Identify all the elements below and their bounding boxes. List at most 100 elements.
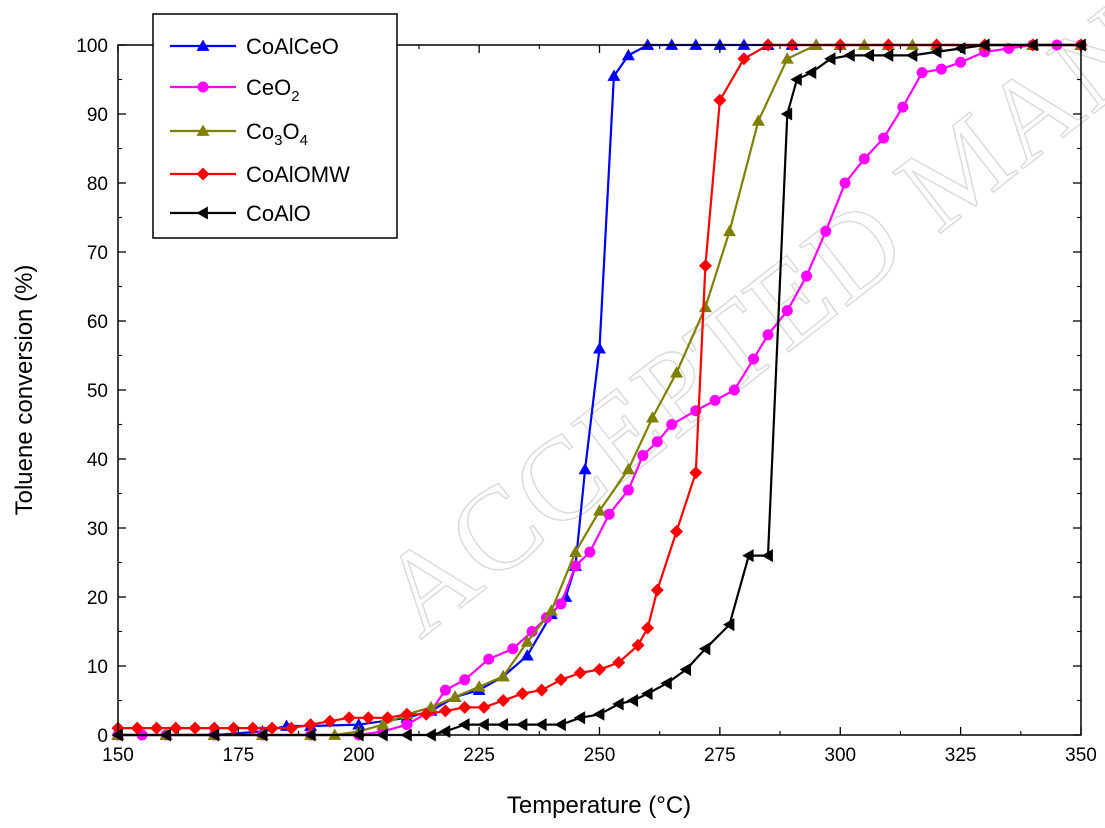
legend-label: Co3O4 bbox=[246, 119, 308, 149]
axes: 150 175 200 225 250 275 300 325 350 0 10 20 30 40 50 60… bbox=[76, 36, 1097, 766]
data-point-ceo2 bbox=[439, 684, 451, 696]
data-point-coalceo bbox=[593, 342, 606, 354]
data-point-coalomw bbox=[304, 718, 318, 732]
x-axis-title: Temperature (°C) bbox=[507, 792, 691, 819]
data-point-ceo2 bbox=[781, 305, 793, 317]
legend-item-coalceo: CoAlCeO bbox=[170, 34, 339, 59]
data-point-coalomw bbox=[535, 683, 549, 697]
data-point-coalomw bbox=[150, 721, 164, 735]
data-point-coalceo bbox=[578, 462, 592, 475]
data-point-ceo2 bbox=[651, 436, 663, 448]
data-point-coalo bbox=[554, 718, 566, 732]
data-point-ceo2 bbox=[955, 56, 967, 68]
legend-item-coalomw: CoAlOMW bbox=[170, 162, 350, 187]
x-tick-label: 275 bbox=[704, 745, 736, 766]
data-point-coalomw bbox=[515, 687, 529, 701]
data-point-coalo bbox=[905, 48, 918, 62]
y-tick-label: 70 bbox=[87, 243, 108, 264]
data-point-coalomw bbox=[593, 662, 606, 676]
x-tick-label: 200 bbox=[343, 745, 375, 766]
data-point-ceo2 bbox=[709, 394, 721, 406]
data-point-coalo bbox=[804, 66, 817, 80]
data-point-coalo bbox=[111, 728, 123, 742]
data-point-coalomw bbox=[284, 721, 298, 735]
data-point-coalo bbox=[458, 718, 470, 732]
legend-marker bbox=[197, 81, 209, 93]
y-axis-title: Toluene conversion (%) bbox=[11, 265, 38, 516]
data-point-coalceo bbox=[520, 649, 534, 661]
data-point-ceo2 bbox=[483, 653, 495, 665]
data-point-coalo bbox=[723, 618, 735, 632]
data-point-coalo bbox=[761, 549, 773, 563]
data-point-coalceo bbox=[665, 38, 679, 50]
x-tick-label: 300 bbox=[824, 745, 856, 766]
x-tick-label: 350 bbox=[1065, 745, 1097, 766]
legend-label: CoAlOMW bbox=[246, 162, 350, 187]
data-point-coalomw bbox=[670, 524, 684, 538]
data-point-coalo bbox=[477, 718, 489, 732]
data-point-coalo bbox=[438, 725, 451, 739]
data-point-coalomw bbox=[713, 93, 727, 107]
data-point-co3o4 bbox=[544, 604, 558, 616]
data-point-coalo bbox=[862, 48, 875, 62]
data-point-coalomw bbox=[554, 673, 568, 687]
legend-marker bbox=[196, 167, 210, 181]
data-point-ceo2 bbox=[916, 67, 928, 79]
data-point-co3o4 bbox=[670, 366, 684, 378]
data-point-coalomw bbox=[188, 721, 202, 735]
data-point-coalomw bbox=[381, 711, 395, 725]
data-point-coalceo bbox=[737, 38, 751, 50]
data-point-ceo2 bbox=[555, 598, 567, 610]
data-point-coalceo bbox=[607, 69, 621, 81]
data-point-coalomw bbox=[496, 694, 510, 707]
data-point-coalceo bbox=[689, 38, 703, 50]
data-point-coalomw bbox=[419, 707, 433, 721]
data-point-coalceo bbox=[352, 718, 366, 730]
watermark-text: ACCEPTED MANUSCRIPT bbox=[355, 0, 1105, 660]
data-point-coalomw bbox=[130, 721, 144, 735]
data-point-ceo2 bbox=[839, 177, 851, 189]
x-tick-label: 175 bbox=[223, 745, 255, 766]
legend-label: CeO2 bbox=[246, 75, 300, 105]
data-point-coalomw bbox=[573, 666, 587, 680]
data-point-ceo2 bbox=[584, 546, 596, 558]
x-tick-label: 325 bbox=[945, 745, 977, 766]
legend-marker bbox=[196, 206, 208, 220]
data-point-co3o4 bbox=[568, 545, 582, 558]
data-point-ceo2 bbox=[748, 353, 760, 365]
data-point-ceo2 bbox=[507, 643, 519, 655]
legend: CoAlCeO CeO2 Co3O4 CoAlOMW CoAlO bbox=[152, 13, 398, 239]
legend-label: CoAlO bbox=[246, 201, 311, 226]
data-point-coalomw bbox=[698, 259, 712, 273]
data-point-coalomw bbox=[265, 721, 279, 735]
x-tick-label: 250 bbox=[584, 745, 616, 766]
data-point-coalo bbox=[535, 718, 547, 732]
data-point-coalomw bbox=[737, 52, 751, 66]
legend-item-co3o4: Co3O4 bbox=[170, 119, 308, 149]
legend-marker bbox=[196, 124, 210, 136]
data-point-coalomw bbox=[438, 704, 452, 718]
data-point-coalomw bbox=[342, 711, 356, 725]
data-point-coalo bbox=[679, 662, 692, 676]
data-point-coalomw bbox=[169, 721, 183, 735]
data-point-coalomw bbox=[246, 721, 260, 735]
data-point-coalomw bbox=[400, 707, 414, 721]
y-tick-label: 60 bbox=[87, 312, 108, 333]
data-point-co3o4 bbox=[472, 680, 486, 692]
data-point-ceo2 bbox=[459, 674, 471, 686]
y-tick-label: 90 bbox=[87, 105, 108, 126]
y-tick-label: 20 bbox=[87, 588, 108, 609]
data-point-ceo2 bbox=[858, 153, 870, 165]
data-point-co3o4 bbox=[448, 690, 462, 702]
data-point-coalo bbox=[780, 107, 793, 121]
data-point-coalceo bbox=[713, 38, 727, 50]
y-tick-label: 30 bbox=[87, 519, 108, 540]
data-point-coalo bbox=[790, 73, 802, 86]
legend-box bbox=[152, 13, 398, 239]
data-point-coalo bbox=[626, 694, 639, 707]
y-tick-label: 100 bbox=[76, 36, 108, 57]
data-point-ceo2 bbox=[878, 132, 890, 144]
data-point-co3o4 bbox=[621, 462, 635, 475]
series-coalomw bbox=[111, 38, 1088, 735]
data-point-coalomw bbox=[650, 583, 664, 597]
